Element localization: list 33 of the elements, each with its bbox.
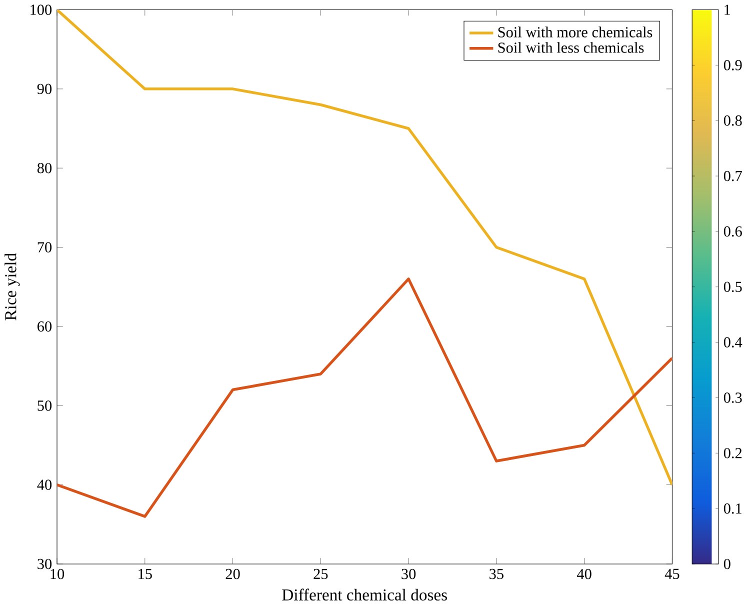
x-tick-label: 35 <box>490 568 504 580</box>
color-bar-label: 0.6 <box>724 226 742 237</box>
legend-label: Soil with more chemicals <box>498 26 652 38</box>
color-bar-label: 0.3 <box>724 392 742 403</box>
x-tick-label: 25 <box>314 568 328 580</box>
y-tick-label: 100 <box>30 4 52 15</box>
x-tick-label: 20 <box>226 568 240 580</box>
x-tick-label: 45 <box>664 568 680 579</box>
color-bar-label: 0.5 <box>724 282 742 292</box>
color-bar-label: 0.9 <box>724 60 742 70</box>
y-axis-title: Rice yield <box>4 253 20 320</box>
color-bar-label: 0.2 <box>724 448 742 458</box>
color-bar-label: 0.8 <box>724 115 742 126</box>
y-tick-label: 40 <box>37 480 52 490</box>
line-series <box>57 277 672 518</box>
color-bar-label: 0.7 <box>724 170 742 182</box>
y-tick-label: 50 <box>38 400 52 411</box>
line-series <box>57 10 672 486</box>
x-tick-label: 40 <box>577 568 592 580</box>
color-bar-label: 0.1 <box>724 503 742 514</box>
color-bar-label: 0.4 <box>724 337 742 348</box>
y-tick-label: 90 <box>37 84 52 94</box>
x-axis-title: Different chemical doses <box>282 588 447 600</box>
y-tick-label: 80 <box>37 162 52 174</box>
color-bar-label: 1 <box>724 4 730 15</box>
x-tick-label: 10 <box>50 568 64 580</box>
y-tick-label: 70 <box>38 242 52 252</box>
x-tick-label: 30 <box>402 568 416 580</box>
y-tick-label: 60 <box>38 321 52 332</box>
color-bar-label: 0 <box>724 558 730 570</box>
legend-label: Soil with less chemicals <box>498 42 644 53</box>
x-tick-label: 15 <box>138 568 152 580</box>
y-tick-label: 30 <box>38 558 52 570</box>
